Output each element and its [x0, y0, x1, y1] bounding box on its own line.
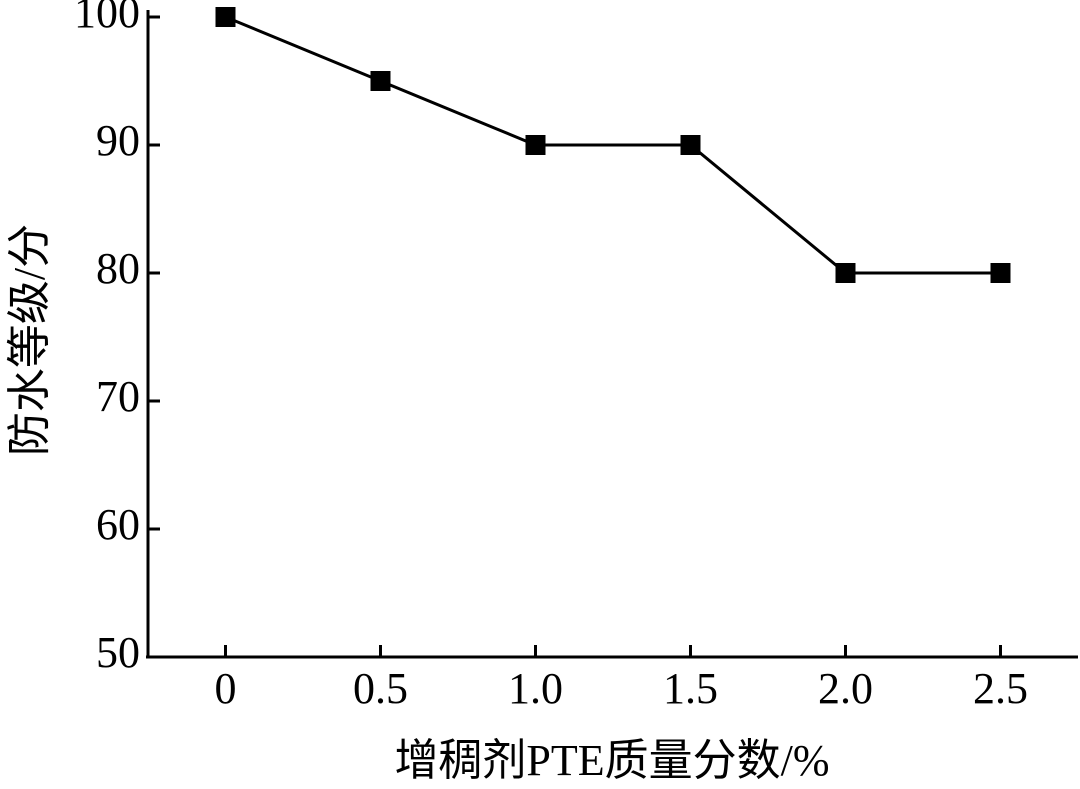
marker [370, 71, 391, 91]
x-tick-label: 1.0 [508, 664, 563, 713]
y-tick-label: 70 [96, 372, 140, 421]
y-tick-label: 100 [74, 0, 140, 37]
y-tick-label: 80 [96, 244, 140, 293]
line [224, 15, 1001, 275]
x-tick-label: 1.5 [663, 664, 718, 713]
y-tick-label: 90 [96, 116, 140, 165]
x-axis-title: 增稠剂PTE质量分数/% [394, 736, 829, 785]
marker [680, 135, 701, 155]
x-tick-label: 0.5 [353, 664, 408, 713]
y-tick-label: 50 [96, 628, 140, 677]
marker [835, 263, 856, 283]
marker [215, 7, 236, 27]
x-tick-label: 2.5 [973, 664, 1028, 713]
y-axis-title: 防水等级/分 [5, 224, 54, 456]
marker [990, 263, 1011, 283]
x-tick-label: 0 [215, 664, 237, 713]
marker [525, 135, 546, 155]
y-tick-label: 60 [96, 500, 140, 549]
x-tick-label: 2.0 [818, 664, 873, 713]
